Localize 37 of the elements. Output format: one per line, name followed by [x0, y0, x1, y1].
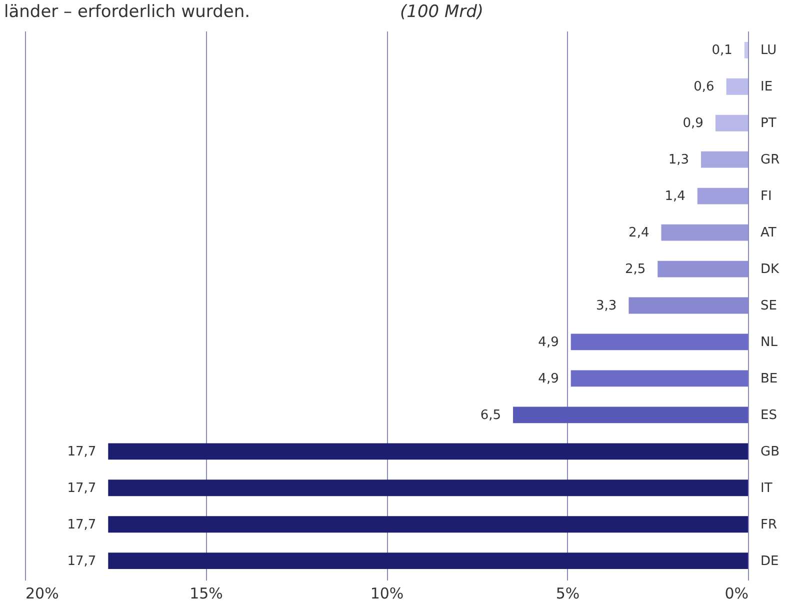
y-tick-label: PT — [760, 116, 776, 132]
data-label: 6,5 — [480, 408, 502, 423]
y-tick-label: GB — [760, 444, 780, 460]
data-label: 17,7 — [67, 554, 96, 569]
x-tick-label: 20% — [26, 584, 59, 602]
data-label: 4,9 — [538, 371, 559, 386]
x-tick-label: 0% — [724, 584, 748, 602]
x-tick-label: 15% — [190, 584, 223, 602]
y-tick-label: FI — [760, 189, 772, 204]
text: länder – erforderlich wurden. — [4, 2, 250, 22]
y-tick-label: LU — [760, 43, 777, 58]
y-tick-label: AT — [760, 226, 776, 241]
data-label: 17,7 — [67, 444, 96, 460]
y-tick-label: SE — [760, 298, 777, 314]
y-tick-label: GR — [760, 152, 780, 168]
x-tick-label: 5% — [556, 584, 580, 602]
x-tick-label: 10% — [370, 584, 404, 602]
y-tick-label: IT — [760, 480, 772, 496]
data-label: 0,9 — [682, 116, 704, 132]
y-tick-label: BE — [760, 371, 778, 386]
y-tick-label: DE — [760, 554, 779, 569]
data-label: 4,9 — [538, 334, 559, 350]
data-label: 1,4 — [664, 189, 686, 204]
data-label: 0,1 — [712, 43, 732, 58]
y-tick-label: DK — [760, 262, 780, 278]
y-tick-label: FR — [760, 517, 778, 532]
data-label: 1,3 — [668, 152, 690, 168]
data-label: 0,6 — [694, 80, 714, 95]
data-label: 2,5 — [624, 262, 646, 278]
data-label: 17,7 — [67, 517, 96, 532]
y-tick-label: ES — [760, 408, 777, 423]
data-label: 3,3 — [596, 298, 617, 314]
y-tick-label: IE — [760, 80, 773, 95]
y-tick-label: NL — [760, 334, 778, 350]
text: (100 Mrd) — [400, 2, 484, 22]
data-label: 2,4 — [628, 226, 650, 241]
data-label: 17,7 — [67, 480, 96, 496]
